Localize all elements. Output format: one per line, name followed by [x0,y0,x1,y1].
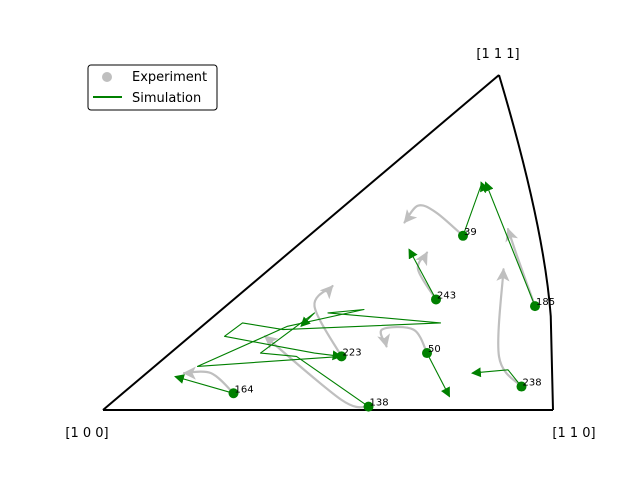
grain-label-185: 185 [536,297,555,308]
boundary-edge-100-111 [102,74,500,411]
grain-label-164: 164 [235,384,254,395]
simulation-path-185 [484,181,536,307]
grain-point-39 [458,230,468,241]
grain-point-138 [363,401,374,412]
simulation-path-50 [426,352,450,398]
experiment-path-138 [263,335,370,409]
grain-point-164 [228,388,239,399]
experiment-path-238 [496,267,523,388]
grain-label-223: 223 [343,347,362,358]
boundary-arc-110-111 [498,74,554,411]
grain-label-138: 138 [370,398,389,409]
simulation-paths [174,181,536,408]
experiment-path-39 [403,204,465,237]
grain-labels: 39 185 243 50 238 223 164 138 [235,227,556,409]
grain-point-238 [516,381,527,392]
grain-label-39: 39 [464,227,477,238]
legend-simulation-label: Simulation [132,91,201,106]
legend-frame [87,64,218,111]
experiment-path-243 [415,251,438,301]
grain-point-50 [422,348,432,359]
simulation-path-238 [471,367,522,387]
legend: Experiment Simulation [87,64,218,111]
experiment-path-50 [377,325,429,355]
experiment-paths [182,204,537,409]
corner-label-111: [1 1 1] [476,47,519,62]
simulation-path-138 [259,312,369,408]
grain-label-243: 243 [437,290,456,301]
corner-label-100: [1 0 0] [65,426,108,441]
simulation-path-243 [408,248,437,300]
experiment-path-164 [182,366,235,395]
grain-markers [228,230,540,412]
grain-label-50: 50 [428,344,441,355]
grain-point-185 [530,301,540,312]
simulation-path-223 [196,308,442,367]
grain-point-243 [431,294,441,305]
grain-label-238: 238 [523,378,542,389]
triangle-boundary [102,74,554,411]
experiment-path-223 [313,285,343,358]
grain-point-223 [336,351,347,362]
corner-label-110: [1 1 0] [552,426,595,441]
legend-experiment-label: Experiment [132,70,207,85]
simulation-path-39 [462,181,490,236]
legend-experiment-marker [102,72,112,82]
simulation-path-164 [174,374,234,394]
